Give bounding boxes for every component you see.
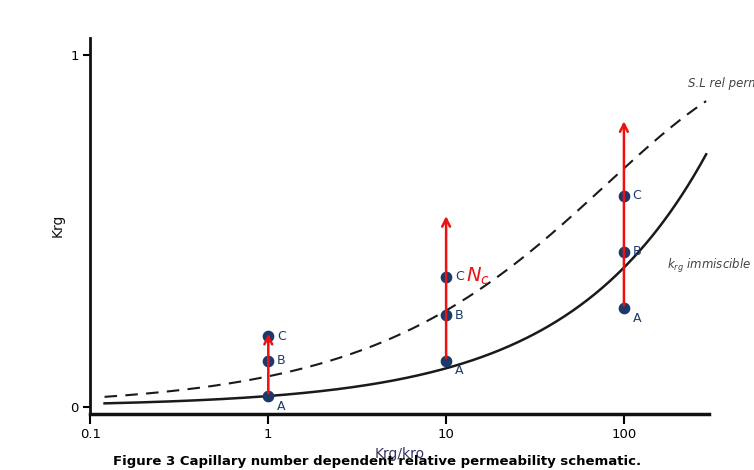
Point <box>618 305 630 312</box>
Point <box>262 333 274 340</box>
Text: C: C <box>455 270 464 283</box>
Text: C: C <box>633 189 642 202</box>
Point <box>262 357 274 365</box>
Point <box>440 357 452 365</box>
Point <box>618 192 630 199</box>
Point <box>262 392 274 400</box>
Text: C: C <box>277 330 286 343</box>
Text: S.L rel perm: S.L rel perm <box>688 77 754 90</box>
Point <box>440 273 452 280</box>
Text: B: B <box>633 245 642 258</box>
Text: B: B <box>277 354 286 368</box>
Text: A: A <box>455 364 464 377</box>
Y-axis label: Krg: Krg <box>51 214 65 237</box>
Text: $N_c$: $N_c$ <box>467 266 490 287</box>
Point <box>440 312 452 319</box>
Text: $k_{rg}$ immiscible: $k_{rg}$ immiscible <box>667 257 751 275</box>
Point <box>618 248 630 256</box>
Text: A: A <box>277 400 286 413</box>
Text: Figure 3 Capillary number dependent relative permeability schematic.: Figure 3 Capillary number dependent rela… <box>113 454 641 468</box>
Text: A: A <box>633 312 641 325</box>
Text: B: B <box>455 309 464 321</box>
X-axis label: Krg/kro: Krg/kro <box>375 447 425 461</box>
